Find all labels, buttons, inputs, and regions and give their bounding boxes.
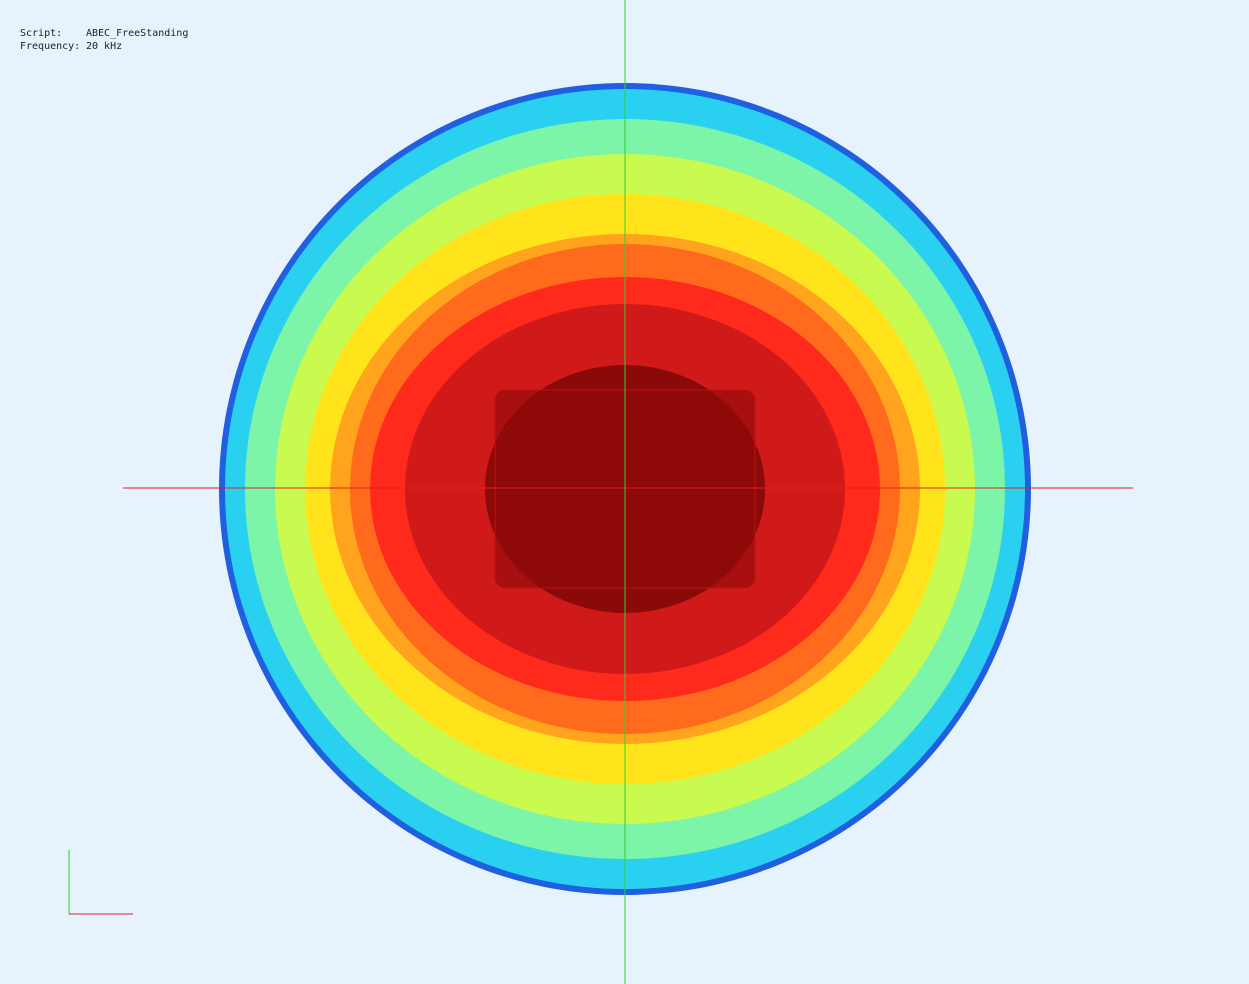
frequency-value: 20 kHz	[86, 41, 122, 52]
frequency-label: Frequency:	[20, 41, 80, 52]
script-label: Script:	[20, 28, 62, 39]
script-value: ABEC_FreeStanding	[86, 28, 188, 39]
orientation-triad	[68, 850, 133, 915]
